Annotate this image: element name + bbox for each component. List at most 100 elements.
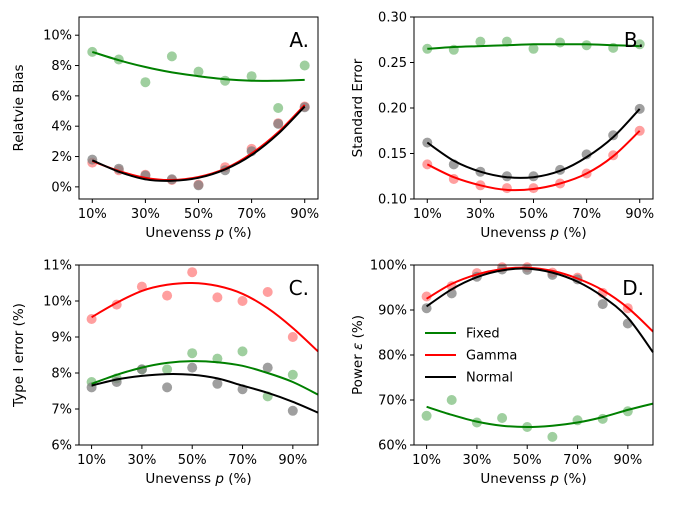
point-fixed — [237, 346, 248, 357]
y-tick-label: 0% — [51, 180, 72, 195]
panel-letter: B. — [624, 28, 644, 52]
x-tick-label: 90% — [290, 207, 319, 222]
y-tick-label: 0.10 — [378, 193, 407, 208]
y-tick-label: 4% — [51, 120, 72, 135]
x-tick-label: 70% — [237, 207, 266, 222]
point-fixed — [246, 71, 257, 82]
point-fixed — [166, 51, 177, 62]
y-tick-label: 7% — [51, 403, 72, 418]
panel-2: 10% 30% 50% 70% 90% 0.10 0.15 0.20 0.25 0.30 Uneve… — [350, 11, 654, 242]
fit-line-fixed — [426, 402, 654, 429]
x-tick-label: 90% — [278, 453, 307, 468]
point-fixed — [446, 395, 457, 405]
y-axis-label: Relatvie Bias — [11, 64, 27, 151]
y-axis-label: Standard Error — [350, 58, 366, 157]
y-tick-label: 8% — [51, 59, 72, 74]
point-fixed — [547, 431, 558, 442]
point-fixed — [555, 37, 566, 48]
y-tick-label: 9% — [51, 331, 72, 346]
point-gamma — [501, 183, 512, 194]
fit-line-fixed — [91, 50, 305, 82]
fit-line-fixed — [91, 360, 319, 396]
x-tick-label: 50% — [513, 453, 542, 468]
y-tick-label: 2% — [51, 150, 72, 165]
y-tick-label: 0.25 — [378, 56, 407, 71]
fit-line-gamma — [91, 281, 319, 353]
fit-line-gamma — [426, 266, 654, 333]
y-tick-label: 100% — [370, 259, 407, 274]
y-tick-label: 11% — [43, 259, 72, 274]
y-tick-label: 10% — [43, 29, 72, 44]
point-fixed — [475, 36, 486, 47]
point-normal — [522, 264, 533, 275]
point-gamma — [162, 290, 173, 301]
y-tick-label: 6% — [51, 89, 72, 104]
y-axis-label: Type I error (%) — [11, 303, 27, 408]
point-gamma — [287, 332, 298, 342]
x-tick-label: 70% — [228, 453, 257, 468]
x-axis-label: Unevenss p (%) — [145, 471, 251, 487]
y-tick-label: 60% — [378, 439, 407, 454]
point-gamma — [237, 296, 248, 306]
point-normal — [287, 405, 298, 416]
fit-line-gamma — [91, 104, 306, 182]
point-fixed — [528, 43, 539, 54]
y-tick-label: 10% — [43, 295, 72, 310]
x-tick-label: 70% — [563, 453, 592, 468]
panel-letter: D. — [622, 276, 644, 300]
point-gamma — [212, 292, 223, 303]
legend: Fixed Gamma Normal — [425, 327, 517, 386]
point-normal — [212, 378, 223, 389]
y-tick-label: 70% — [378, 394, 407, 409]
panel-1: 10% 30% 50% 70% 90% 0% 2% 4% 6% 8% 10% Unevenss p (… — [11, 16, 319, 241]
point-normal — [187, 362, 198, 373]
point-fixed — [501, 36, 512, 47]
x-tick-label: 50% — [184, 207, 213, 222]
point-normal — [193, 180, 204, 191]
y-tick-label: 0.30 — [378, 11, 407, 26]
x-tick-label: 50% — [519, 207, 548, 222]
point-normal — [273, 118, 284, 129]
x-tick-label: 10% — [412, 453, 441, 468]
fit-line-normal — [91, 373, 319, 414]
point-fixed — [220, 75, 231, 86]
point-normal — [162, 382, 173, 393]
point-fixed — [187, 348, 198, 359]
legend-entry-label: Normal — [466, 371, 513, 386]
x-tick-label: 30% — [127, 453, 156, 468]
y-tick-label: 0.15 — [378, 147, 407, 162]
axes-frame — [78, 264, 319, 446]
point-normal — [262, 362, 273, 373]
y-axis-label: Power ε (%) — [350, 315, 366, 395]
x-tick-label: 30% — [466, 207, 495, 222]
point-gamma — [262, 287, 273, 297]
point-gamma — [187, 267, 198, 278]
fit-line-gamma — [426, 130, 641, 192]
panel-4: 10% 30% 50% 70% 90% 60% 70% 80% 90% 100% Unevenss … — [350, 259, 654, 487]
point-fixed — [299, 60, 310, 71]
x-tick-label: 90% — [613, 453, 642, 468]
y-tick-label: 6% — [51, 439, 72, 454]
panel-letter: A. — [289, 28, 309, 52]
y-tick-label: 80% — [378, 349, 407, 364]
point-fixed — [162, 364, 173, 375]
fit-line-normal — [91, 105, 306, 182]
point-normal — [581, 149, 592, 160]
x-axis-label: Unevenss p (%) — [480, 471, 586, 487]
x-tick-label: 30% — [131, 207, 160, 222]
point-normal — [622, 318, 633, 329]
point-fixed — [273, 103, 284, 113]
point-normal — [597, 299, 608, 310]
x-tick-label: 90% — [625, 207, 654, 222]
x-tick-label: 70% — [572, 207, 601, 222]
y-tick-label: 0.20 — [378, 102, 407, 117]
point-fixed — [193, 66, 204, 77]
point-gamma — [421, 291, 432, 302]
x-tick-label: 10% — [77, 453, 106, 468]
fit-line-fixed — [427, 43, 640, 50]
fit-line-normal — [426, 108, 641, 179]
y-tick-label: 8% — [51, 367, 72, 382]
point-fixed — [497, 413, 508, 423]
point-normal — [608, 130, 619, 141]
x-axis-label: Unevenss p (%) — [480, 225, 586, 241]
